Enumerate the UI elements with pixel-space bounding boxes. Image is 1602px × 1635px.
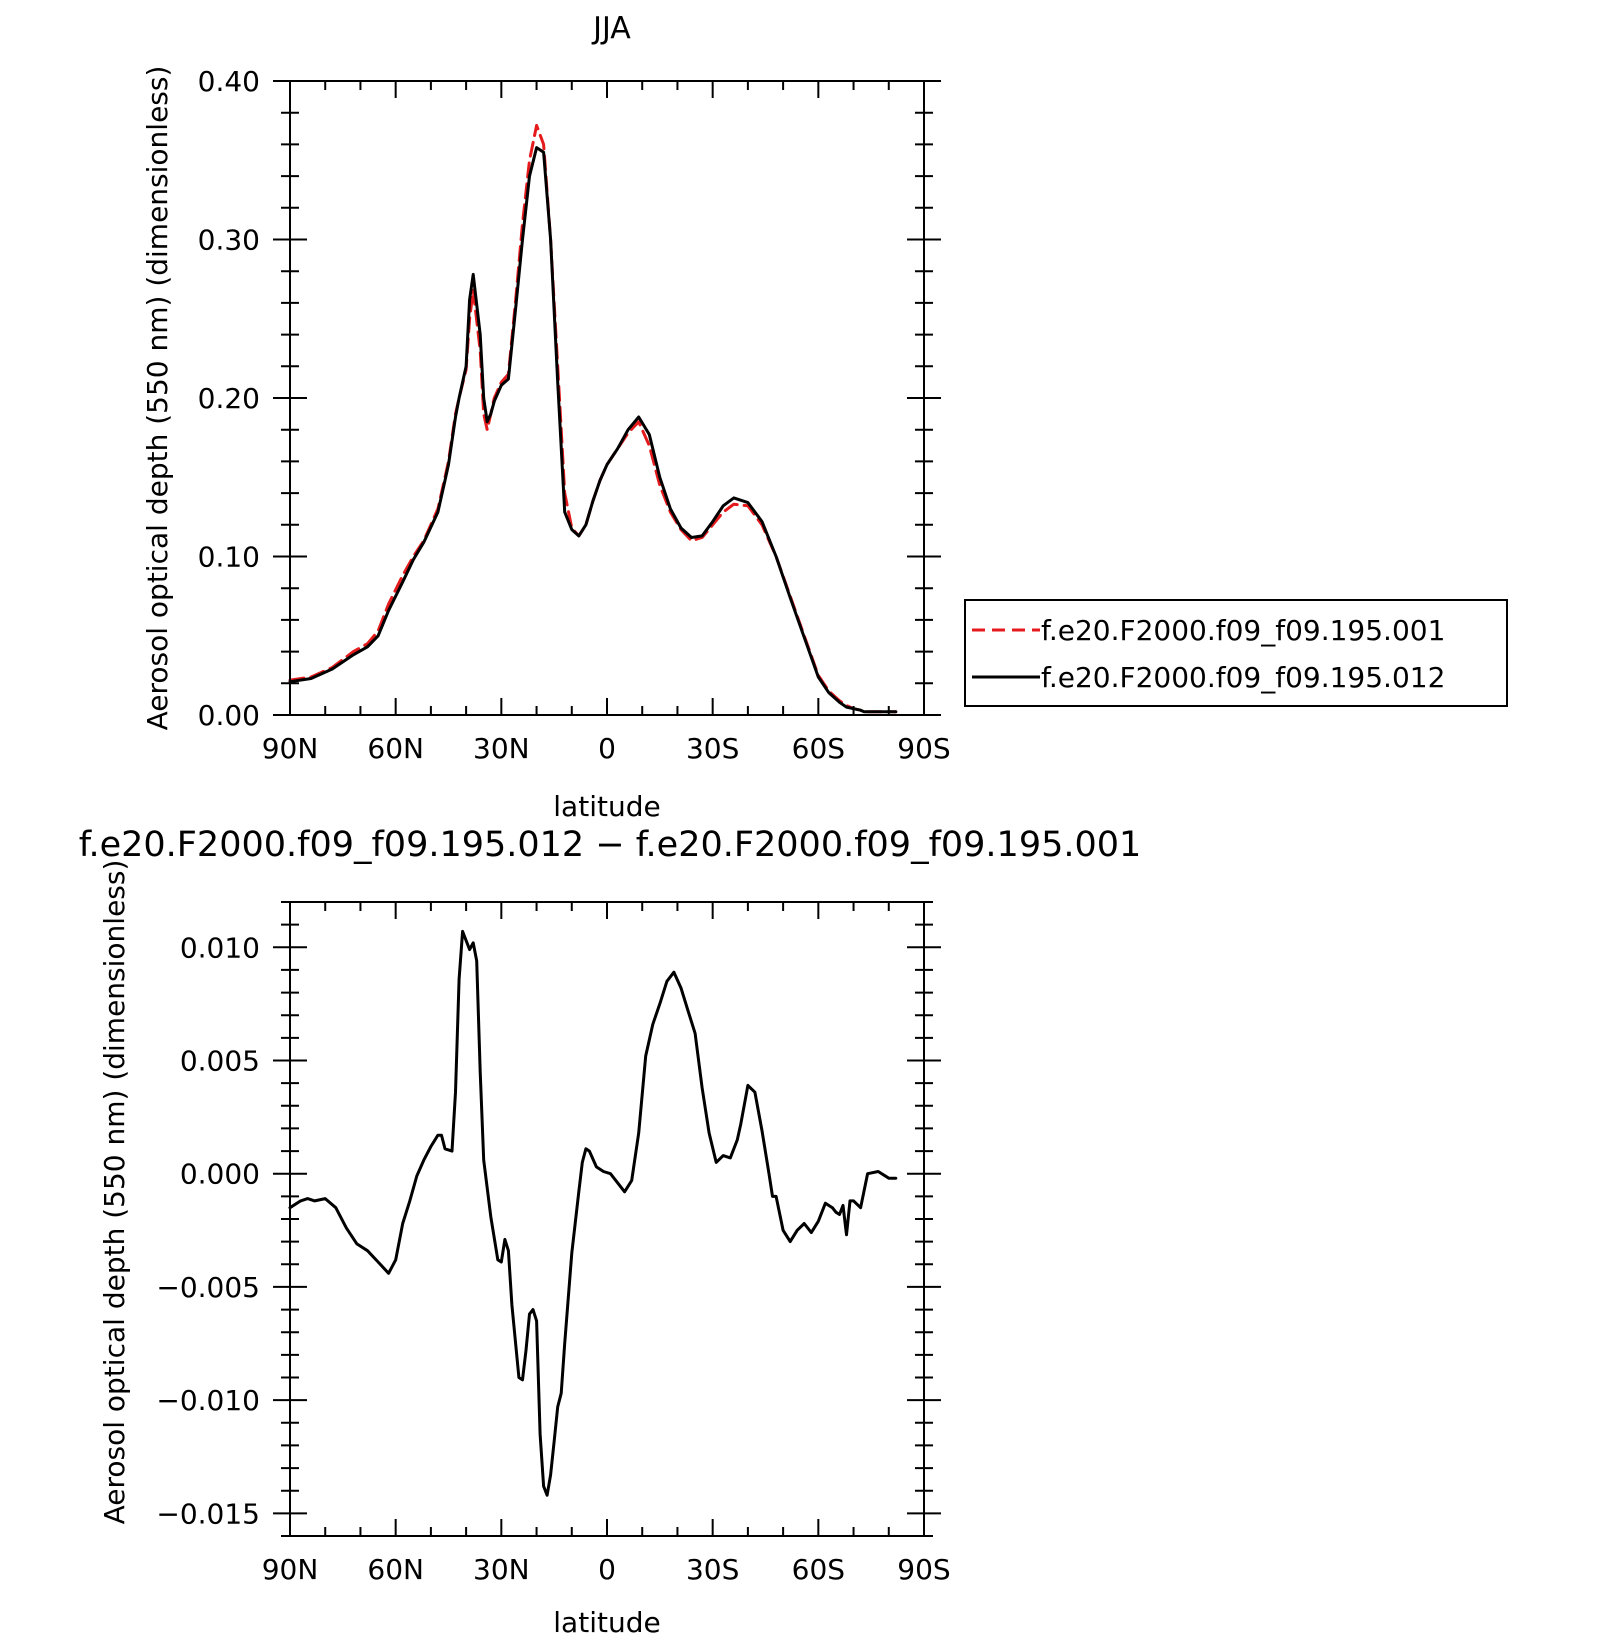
bottom-x-tick-label: 0 (598, 1553, 616, 1586)
bottom-x-tick-label: 90S (897, 1553, 950, 1586)
bottom-x-tick-label: 30N (473, 1553, 530, 1586)
bottom-y-axis-label: Aerosol optical depth (550 nm) (dimensio… (98, 860, 131, 1525)
top-x-tick-label: 90S (897, 732, 950, 765)
bottom-y-tick-label: 0.010 (180, 931, 260, 964)
top-y-tick-label: 0.40 (198, 65, 260, 98)
top-x-tick-label: 90N (262, 732, 319, 765)
top-x-tick-label: 0 (598, 732, 616, 765)
legend-label-001: f.e20.F2000.f09_f09.195.001 (1041, 614, 1445, 647)
legend-box (964, 599, 1508, 707)
bottom-series-layer (288, 929, 898, 1497)
bottom-x-axis-label: latitude (553, 1606, 660, 1635)
bottom-y-tick-label: 0.000 (180, 1158, 260, 1191)
bottom-y-tick-label: −0.005 (156, 1271, 260, 1304)
top-y-tick-label: 0.00 (198, 699, 260, 732)
bottom-y-tick-label: −0.010 (156, 1384, 260, 1417)
legend-label-012: f.e20.F2000.f09_f09.195.012 (1041, 661, 1445, 694)
top-series-layer (288, 123, 898, 714)
bottom-panel: f.e20.F2000.f09_f09.195.012 − f.e20.F200… (79, 825, 1142, 1635)
top-x-tick-label: 60S (792, 732, 845, 765)
top-y-tick-label: 0.20 (198, 382, 260, 415)
bottom-chart-title: f.e20.F2000.f09_f09.195.012 − f.e20.F200… (79, 825, 1142, 865)
top-chart-title: JJA (591, 11, 631, 46)
bottom-ticks-layer: 90N 60N 30N 0 30S 60S 90S −0.015 −0.010 −0.005 0.0… (156, 901, 951, 1586)
top-y-tick-label: 0.10 (198, 541, 260, 574)
bottom-y-tick-label: 0.005 (180, 1045, 260, 1078)
bottom-y-tick-label: −0.015 (156, 1497, 260, 1530)
top-x-tick-label: 30S (686, 732, 739, 765)
top-series-line-1 (288, 146, 898, 714)
bottom-x-tick-label: 60S (792, 1553, 845, 1586)
bottom-series-line-0 (288, 929, 898, 1497)
top-legend: f.e20.F2000.f09_f09.195.001 f.e20.F2000.… (964, 599, 1508, 707)
top-y-tick-label: 0.30 (198, 224, 260, 257)
bottom-x-tick-label: 90N (262, 1553, 319, 1586)
top-x-axis-label: latitude (553, 790, 660, 823)
bottom-x-tick-label: 30S (686, 1553, 739, 1586)
top-panel: JJA 90N 60N 30N 0 30S 60S 90S 0.00 0.10 0.20 0.30 0… (141, 11, 1508, 823)
bottom-x-tick-label: 60N (367, 1553, 424, 1586)
top-x-tick-label: 60N (367, 732, 424, 765)
top-x-tick-label: 30N (473, 732, 530, 765)
top-ticks-layer: 90N 60N 30N 0 30S 60S 90S 0.00 0.10 0.20 0.30 0.40 (198, 65, 951, 765)
top-y-axis-label: Aerosol optical depth (550 nm) (dimensio… (141, 66, 174, 731)
